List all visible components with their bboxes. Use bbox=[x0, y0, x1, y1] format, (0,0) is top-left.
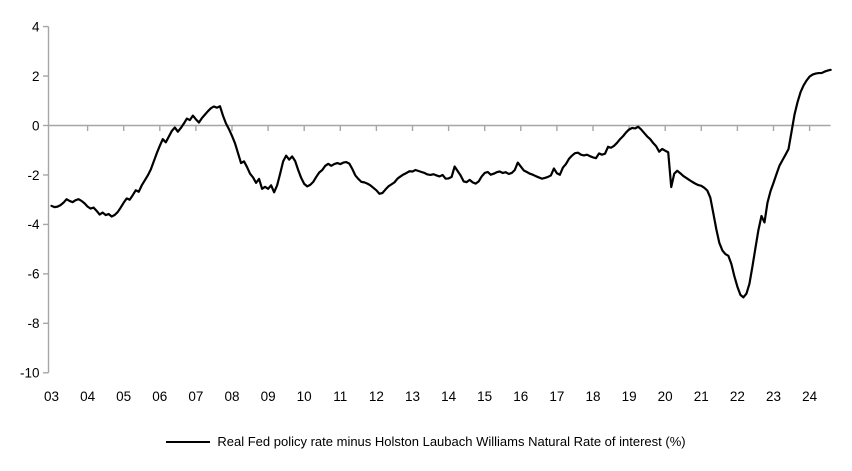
y-axis-tick-label: 2 bbox=[32, 69, 40, 84]
y-axis-tick-label: -10 bbox=[20, 366, 40, 381]
legend-label: Real Fed policy rate minus Holston Lauba… bbox=[217, 434, 686, 449]
x-axis-tick-label: 06 bbox=[152, 389, 167, 404]
x-axis-tick-label: 16 bbox=[513, 389, 528, 404]
x-axis-tick-label: 09 bbox=[261, 389, 276, 404]
x-axis-tick-label: 10 bbox=[297, 389, 312, 404]
x-axis-tick-label: 03 bbox=[44, 389, 59, 404]
x-axis-tick-label: 13 bbox=[405, 389, 420, 404]
x-axis-tick-label: 15 bbox=[477, 389, 492, 404]
x-axis-tick-label: 11 bbox=[333, 389, 347, 404]
y-axis-tick-label: 4 bbox=[32, 19, 40, 34]
chart-legend: Real Fed policy rate minus Holston Lauba… bbox=[0, 434, 852, 449]
y-axis-tick-label: 0 bbox=[32, 118, 40, 133]
x-axis-tick-label: 04 bbox=[80, 389, 96, 404]
x-axis-tick-label: 23 bbox=[766, 389, 781, 404]
y-axis-tick-label: -6 bbox=[27, 267, 39, 282]
y-axis-tick-label: -4 bbox=[27, 217, 39, 232]
x-axis-tick-label: 08 bbox=[224, 389, 239, 404]
x-axis-tick-label: 21 bbox=[694, 389, 709, 404]
y-axis-tick-label: -8 bbox=[27, 316, 39, 331]
x-axis-tick-label: 24 bbox=[802, 389, 818, 404]
x-axis-tick-label: 17 bbox=[549, 389, 564, 404]
legend-line-sample bbox=[166, 440, 211, 443]
x-axis-tick-label: 18 bbox=[585, 389, 600, 404]
x-axis-tick-label: 12 bbox=[369, 389, 384, 404]
x-axis-tick-label: 07 bbox=[188, 389, 203, 404]
x-axis-tick-label: 22 bbox=[730, 389, 745, 404]
x-axis-tick-label: 14 bbox=[441, 389, 457, 404]
y-axis-tick-label: -2 bbox=[27, 168, 39, 183]
x-axis-tick-label: 19 bbox=[622, 389, 637, 404]
x-axis-tick-label: 05 bbox=[116, 389, 131, 404]
rate-gap-series-line bbox=[50, 68, 832, 299]
x-axis-tick-label: 20 bbox=[658, 389, 673, 404]
